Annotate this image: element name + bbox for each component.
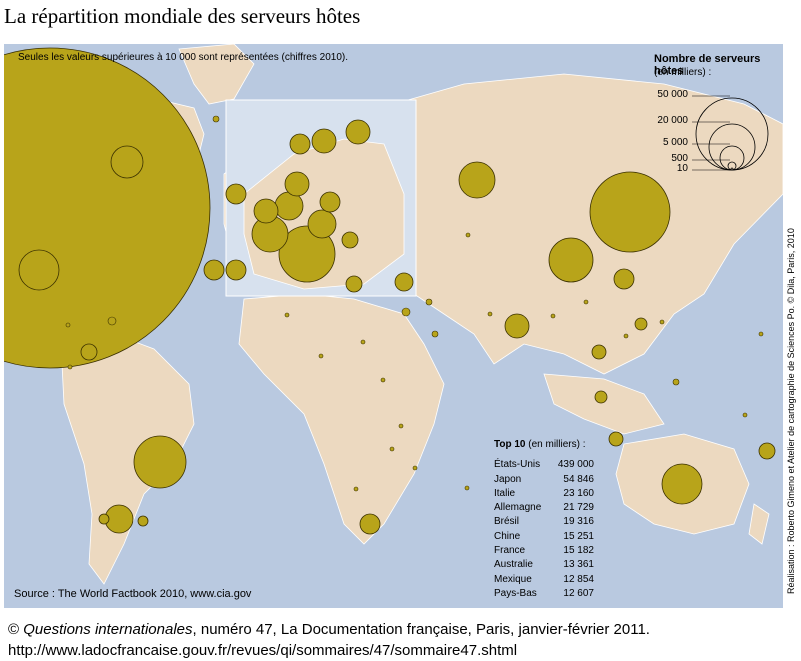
table-row: Pays-Bas 12 607 bbox=[494, 587, 594, 601]
bubble-norway bbox=[289, 133, 311, 155]
bubble-malaysia bbox=[594, 390, 608, 404]
country-value: 12 607 bbox=[563, 587, 594, 599]
legend-subtitle: (en milliers) : bbox=[654, 67, 712, 78]
table-row: Japon 54 846 bbox=[494, 473, 594, 487]
copyright-symbol: © bbox=[8, 621, 20, 638]
legend-title: Nombre de serveurs hôtes bbox=[654, 53, 761, 77]
country-value: 13 361 bbox=[563, 559, 594, 571]
country-value: 15 182 bbox=[563, 545, 594, 557]
table-row: France 15 182 bbox=[494, 544, 594, 558]
map-canvas bbox=[4, 44, 783, 585]
greenland-shape bbox=[178, 44, 255, 105]
bubble-greece bbox=[345, 275, 363, 293]
country-value: 23 160 bbox=[563, 487, 594, 499]
country-name: Mexique bbox=[494, 573, 532, 585]
bubble-southafrica bbox=[359, 513, 381, 535]
legend-label-500: 500 bbox=[671, 153, 688, 164]
legend-leader-lines bbox=[692, 95, 730, 171]
country-name: Japon bbox=[494, 473, 522, 485]
table-row: Brésil 19 316 bbox=[494, 515, 594, 529]
bubble-philippines bbox=[634, 317, 648, 331]
top10-table: Top 10 (en milliers) : États-Unis 439 000… bbox=[494, 438, 594, 601]
bubble-mexico bbox=[18, 249, 60, 291]
footer-url[interactable]: http://www.ladocfrancaise.gouv.fr/revues… bbox=[8, 642, 518, 659]
bubble-belgium bbox=[253, 198, 279, 224]
bubble-finland bbox=[311, 128, 337, 154]
country-bubbles bbox=[4, 47, 776, 535]
bubble-sweden bbox=[345, 119, 371, 145]
country-name: Brésil bbox=[494, 516, 520, 528]
bubble-italy bbox=[278, 225, 336, 283]
country-value: 15 251 bbox=[563, 530, 594, 542]
country-value: 12 854 bbox=[563, 573, 594, 585]
publication-details: , numéro 47, La Documentation française,… bbox=[192, 621, 650, 638]
country-name: Allemagne bbox=[494, 502, 542, 514]
map-title: La répartition mondiale des serveurs hôt… bbox=[4, 4, 361, 28]
country-name: Chine bbox=[494, 530, 521, 542]
table-row: Australie 13 361 bbox=[494, 558, 594, 572]
bubble-korea bbox=[613, 268, 635, 290]
bubble-india bbox=[504, 313, 530, 339]
bubble-china bbox=[548, 237, 594, 283]
bubble-spain bbox=[203, 259, 225, 281]
country-name: États-Unis bbox=[494, 459, 541, 471]
country-value: 439 000 bbox=[557, 459, 594, 471]
publication-name: Questions internationales bbox=[23, 621, 193, 638]
bubble-indonesia bbox=[608, 431, 624, 447]
bubble-uruguay bbox=[137, 515, 149, 527]
bubble-portugal bbox=[225, 259, 247, 281]
legend-circle-10 bbox=[730, 167, 734, 171]
world-map: Seules les valeurs supérieures à 10 000 … bbox=[4, 44, 783, 608]
country-name: Italie bbox=[494, 487, 516, 499]
bubble-czech bbox=[319, 191, 341, 213]
top10-unit: (en milliers) : bbox=[528, 439, 586, 450]
bubble-canada bbox=[110, 145, 144, 179]
bubble-poland bbox=[307, 209, 337, 239]
legend-label-50000: 50 000 bbox=[657, 89, 688, 100]
bubble-russia bbox=[458, 161, 496, 199]
bubble-colombia bbox=[80, 343, 98, 361]
top10-header: Top 10 (en milliers) : bbox=[494, 438, 594, 452]
new-zealand-shape bbox=[748, 503, 770, 545]
country-name: Australie bbox=[494, 559, 533, 571]
bubble-romania bbox=[341, 231, 359, 249]
country-value: 19 316 bbox=[563, 516, 594, 528]
legend-label-20000: 20 000 bbox=[657, 115, 688, 126]
southeast-asia-shape bbox=[543, 373, 665, 435]
asia-shape bbox=[393, 73, 783, 375]
country-value: 21 729 bbox=[563, 502, 594, 514]
table-row: Allemagne 21 729 bbox=[494, 501, 594, 515]
map-credit: Réalisation : Roberto Gimeno et Atelier … bbox=[786, 228, 796, 594]
bubble-vietnam bbox=[591, 344, 607, 360]
bubble-turkey bbox=[394, 272, 414, 292]
bubble-uk bbox=[225, 183, 247, 205]
country-name: France bbox=[494, 545, 526, 557]
map-note: Seules les valeurs supérieures à 10 000 … bbox=[18, 52, 349, 63]
top10-title: Top 10 bbox=[494, 439, 526, 450]
legend-circles bbox=[695, 97, 769, 171]
bubble-japan bbox=[589, 171, 671, 253]
bubble-brazil bbox=[133, 435, 187, 489]
footer-citation: © Questions internationales, numéro 47, … bbox=[8, 619, 650, 640]
bubble-chile bbox=[98, 513, 110, 525]
legend-label-5000: 5 000 bbox=[662, 137, 688, 148]
south-america-shape bbox=[61, 333, 195, 585]
bubble-newzealand bbox=[758, 442, 776, 460]
map-source: Source : The World Factbook 2010, www.ci… bbox=[14, 588, 252, 600]
table-row: Mexique 12 854 bbox=[494, 573, 594, 587]
bubble-iceland bbox=[212, 115, 220, 123]
country-value: 54 846 bbox=[563, 473, 594, 485]
small-bubbles bbox=[65, 115, 764, 492]
table-row: États-Unis 439 000 bbox=[494, 458, 594, 472]
legend-label-10: 10 bbox=[676, 163, 688, 174]
africa-shape bbox=[238, 293, 445, 545]
bubble-australia bbox=[661, 463, 703, 505]
country-name: Pays-Bas bbox=[494, 587, 537, 599]
table-row: Chine 15 251 bbox=[494, 530, 594, 544]
bubble-netherlands bbox=[284, 171, 310, 197]
footer: © Questions internationales, numéro 47, … bbox=[8, 619, 650, 661]
table-row: Italie 23 160 bbox=[494, 487, 594, 501]
bubble-usa bbox=[4, 47, 211, 369]
